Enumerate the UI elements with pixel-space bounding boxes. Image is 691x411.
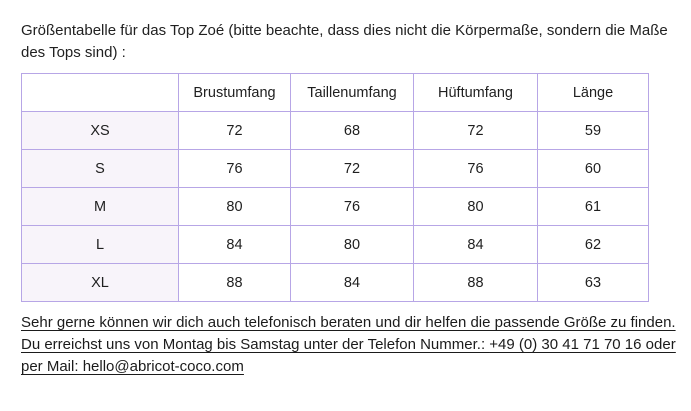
cell-xs-laenge: 59 bbox=[537, 111, 649, 150]
intro-line-1: Größentabelle für das Top Zoé (bitte bea… bbox=[21, 22, 668, 39]
table-row-xs: XS 72 68 72 59 bbox=[21, 111, 649, 150]
size-table: Brustumfang Taillenumfang Hüftumfang Län… bbox=[21, 73, 649, 302]
size-label-s: S bbox=[21, 149, 179, 188]
cell-m-taillenumfang: 76 bbox=[290, 187, 414, 226]
cell-m-hueftumfang: 80 bbox=[413, 187, 538, 226]
contact-line-2: Du erreichst uns von Montag bis Samstag … bbox=[21, 334, 676, 356]
cell-xl-taillenumfang: 84 bbox=[290, 263, 414, 302]
cell-xs-hueftumfang: 72 bbox=[413, 111, 538, 150]
header-cell-hueftumfang: Hüftumfang bbox=[413, 73, 538, 112]
table-row-xl: XL 88 84 88 63 bbox=[21, 263, 649, 302]
contact-line-2-suffix: oder bbox=[641, 336, 676, 353]
contact-line-3-prefix: per Mail: bbox=[21, 358, 83, 375]
cell-s-taillenumfang: 72 bbox=[290, 149, 414, 188]
cell-l-hueftumfang: 84 bbox=[413, 225, 538, 264]
size-label-m: M bbox=[21, 187, 179, 226]
intro-line-2: des Tops sind) : bbox=[21, 44, 126, 61]
header-cell-empty bbox=[21, 73, 179, 112]
cell-l-laenge: 62 bbox=[537, 225, 649, 264]
size-label-xl: XL bbox=[21, 263, 179, 302]
cell-xl-brustumfang: 88 bbox=[178, 263, 291, 302]
cell-s-hueftumfang: 76 bbox=[413, 149, 538, 188]
table-row-m: M 80 76 80 61 bbox=[21, 187, 649, 226]
contact-line-3: per Mail: hello@abricot-coco.com bbox=[21, 356, 670, 378]
content-area: Größentabelle für das Top Zoé (bitte bea… bbox=[21, 20, 676, 378]
contact-line-1: Sehr gerne können wir dich auch telefoni… bbox=[21, 314, 676, 331]
contact-line-2-prefix: Du erreichst uns von Montag bis Samstag … bbox=[21, 336, 490, 353]
cell-xl-hueftumfang: 88 bbox=[413, 263, 538, 302]
cell-m-laenge: 61 bbox=[537, 187, 649, 226]
header-cell-brustumfang: Brustumfang bbox=[178, 73, 291, 112]
cell-m-brustumfang: 80 bbox=[178, 187, 291, 226]
cell-s-laenge: 60 bbox=[537, 149, 649, 188]
phone-number: +49 (0) 30 41 71 70 16 bbox=[489, 336, 642, 353]
table-row-s: S 76 72 76 60 bbox=[21, 149, 649, 188]
email-link[interactable]: hello@abricot-coco.com bbox=[82, 358, 244, 375]
header-row: Brustumfang Taillenumfang Hüftumfang Län… bbox=[21, 73, 649, 112]
size-label-xs: XS bbox=[21, 111, 179, 150]
cell-xs-taillenumfang: 68 bbox=[290, 111, 414, 150]
header-cell-laenge: Länge bbox=[537, 73, 649, 112]
cell-l-taillenumfang: 80 bbox=[290, 225, 414, 264]
cell-xl-laenge: 63 bbox=[537, 263, 649, 302]
cell-s-brustumfang: 76 bbox=[178, 149, 291, 188]
cell-l-brustumfang: 84 bbox=[178, 225, 291, 264]
contact-text: Sehr gerne können wir dich auch telefoni… bbox=[21, 312, 676, 378]
cell-xs-brustumfang: 72 bbox=[178, 111, 291, 150]
size-table-header: Brustumfang Taillenumfang Hüftumfang Län… bbox=[21, 73, 649, 112]
size-label-l: L bbox=[21, 225, 179, 264]
table-row-l: L 84 80 84 62 bbox=[21, 225, 649, 264]
intro-text: Größentabelle für das Top Zoé (bitte bea… bbox=[21, 20, 670, 64]
header-cell-taillenumfang: Taillenumfang bbox=[290, 73, 414, 112]
